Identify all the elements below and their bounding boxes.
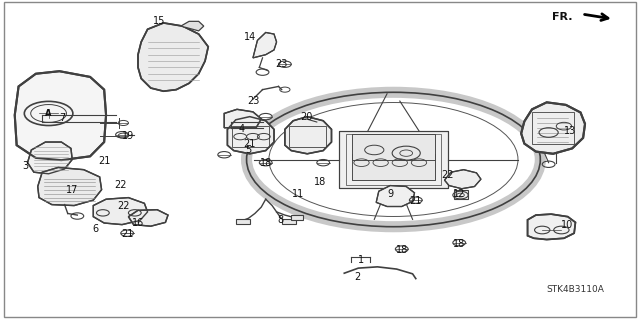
Text: 15: 15 — [153, 16, 165, 26]
Bar — [352, 134, 435, 160]
Text: A: A — [45, 109, 52, 118]
Text: 9: 9 — [387, 189, 394, 199]
PathPatch shape — [445, 170, 481, 189]
Text: 16: 16 — [132, 218, 144, 228]
Text: 21: 21 — [98, 156, 110, 166]
Text: 19: 19 — [122, 131, 134, 141]
PathPatch shape — [38, 167, 102, 205]
Text: 21: 21 — [410, 196, 422, 206]
Text: 7: 7 — [59, 113, 65, 123]
Bar — [236, 219, 250, 224]
PathPatch shape — [138, 23, 208, 91]
Text: FR.: FR. — [552, 11, 572, 22]
Text: 13: 13 — [564, 126, 576, 136]
PathPatch shape — [227, 117, 274, 154]
Text: 22: 22 — [442, 170, 454, 180]
Bar — [352, 134, 435, 160]
Text: 23: 23 — [247, 96, 259, 106]
Bar — [289, 126, 326, 147]
Text: 22: 22 — [115, 180, 127, 190]
PathPatch shape — [28, 142, 72, 174]
Text: 4: 4 — [239, 124, 245, 134]
Text: 10: 10 — [561, 219, 573, 230]
Text: 17: 17 — [66, 185, 79, 195]
PathPatch shape — [224, 109, 261, 128]
Text: 23: 23 — [275, 59, 288, 69]
Bar — [352, 154, 435, 180]
PathPatch shape — [527, 214, 575, 240]
Text: STK4B3110A: STK4B3110A — [547, 286, 605, 294]
Text: 18: 18 — [314, 177, 326, 187]
Bar — [339, 131, 448, 188]
Text: 8: 8 — [277, 215, 284, 225]
PathPatch shape — [253, 33, 276, 58]
Bar — [232, 126, 269, 147]
Bar — [532, 113, 573, 144]
Text: 21: 21 — [244, 139, 256, 149]
PathPatch shape — [521, 102, 585, 154]
Text: 3: 3 — [22, 161, 28, 171]
PathPatch shape — [180, 21, 204, 31]
PathPatch shape — [15, 71, 106, 160]
Text: 5: 5 — [245, 145, 252, 155]
Bar — [282, 219, 296, 224]
Text: 1: 1 — [358, 255, 365, 264]
Text: 21: 21 — [121, 229, 133, 239]
PathPatch shape — [129, 210, 168, 226]
PathPatch shape — [285, 117, 332, 154]
Bar — [352, 154, 435, 180]
Text: 22: 22 — [117, 201, 129, 211]
PathPatch shape — [93, 197, 148, 225]
Text: 20: 20 — [300, 112, 312, 122]
Text: 12: 12 — [453, 189, 465, 199]
Bar — [454, 190, 468, 199]
Text: 18: 18 — [453, 239, 465, 249]
PathPatch shape — [376, 186, 415, 206]
Text: 18: 18 — [260, 158, 272, 168]
Bar — [291, 215, 303, 220]
Text: 14: 14 — [244, 32, 256, 42]
Ellipse shape — [252, 95, 536, 224]
Bar — [339, 131, 448, 188]
Text: 11: 11 — [292, 189, 304, 199]
Bar — [346, 134, 442, 185]
Text: 2: 2 — [354, 272, 360, 282]
Text: 18: 18 — [396, 245, 408, 255]
Text: 6: 6 — [92, 224, 99, 234]
